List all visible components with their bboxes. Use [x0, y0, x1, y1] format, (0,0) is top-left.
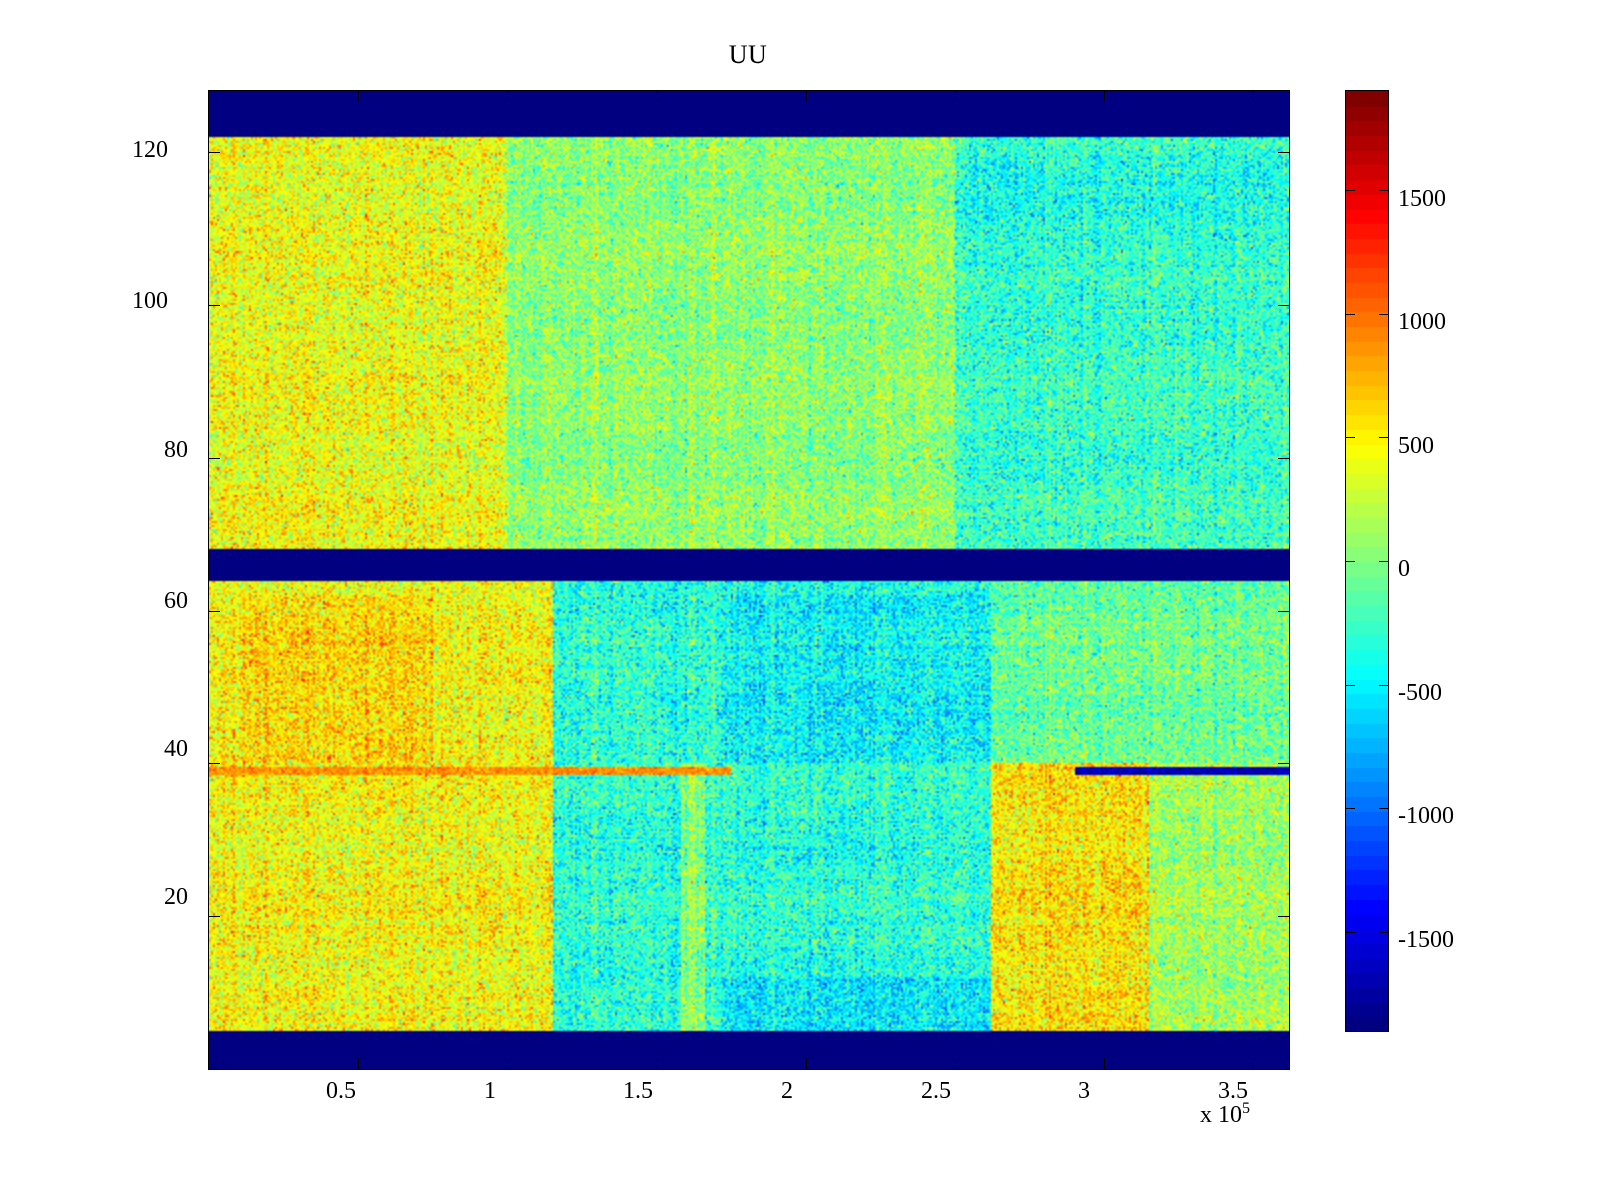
x-tick-100000 — [507, 1058, 508, 1069]
colorbar-tick-right--1000 — [1379, 808, 1388, 809]
colorbar-tick-label-1500: 1500 — [1398, 186, 1446, 212]
colorbar-tick-right-1000 — [1379, 314, 1388, 315]
colorbar-tick-500 — [1346, 437, 1355, 438]
heatmap-axes[interactable] — [208, 90, 1290, 1070]
y-tick-label-120: 120 — [132, 137, 168, 163]
colorbar-tick-right-1500 — [1379, 190, 1388, 191]
y-tick-label-60: 60 — [164, 588, 188, 614]
page-title: UU — [728, 40, 768, 69]
y-tick-label-20: 20 — [164, 884, 188, 910]
x-axis-exponent-power: 5 — [1242, 1100, 1250, 1117]
colorbar-tick-label--500: -500 — [1398, 680, 1442, 706]
x-tick-top-250000 — [955, 91, 956, 102]
colorbar-tick-label-500: 500 — [1398, 433, 1434, 459]
y-tick-right-100 — [1278, 305, 1289, 306]
x-tick-label-0.5: 0.5 — [326, 1078, 356, 1104]
y-tick-right-120 — [1278, 152, 1289, 153]
x-tick-label-3.5: 3.5 — [1218, 1078, 1248, 1104]
colorbar-tick-right--500 — [1379, 685, 1388, 686]
y-tick-100 — [209, 305, 220, 306]
y-tick-label-80: 80 — [164, 437, 188, 463]
x-tick-150000 — [657, 1058, 658, 1069]
heatmap-image — [209, 91, 1289, 1069]
y-tick-80 — [209, 458, 220, 459]
colorbar-tick-0 — [1346, 561, 1355, 562]
x-tick-50000 — [358, 1058, 359, 1069]
y-tick-40 — [209, 763, 220, 764]
colorbar-tick-right-0 — [1379, 561, 1388, 562]
x-tick-top-100000 — [507, 91, 508, 102]
colorbar-tick--1000 — [1346, 808, 1355, 809]
x-tick-label-1: 1 — [484, 1078, 496, 1104]
y-tick-right-60 — [1278, 611, 1289, 612]
y-tick-20 — [209, 916, 220, 917]
y-tick-right-80 — [1278, 458, 1289, 459]
colorbar-tick--500 — [1346, 685, 1355, 686]
y-tick-120 — [209, 152, 220, 153]
colorbar-tick-1500 — [1346, 190, 1355, 191]
x-axis-exponent: x 105 — [1200, 1100, 1250, 1129]
colorbar-tick--1500 — [1346, 932, 1355, 933]
colorbar-tick-label--1000: -1000 — [1398, 803, 1454, 829]
y-tick-60 — [209, 611, 220, 612]
x-tick-label-1.5: 1.5 — [623, 1078, 653, 1104]
colorbar-tick-1000 — [1346, 314, 1355, 315]
x-tick-top-150000 — [657, 91, 658, 102]
y-tick-label-40: 40 — [164, 736, 188, 762]
colorbar-tick-right-500 — [1379, 437, 1388, 438]
x-axis-exponent-base: x 10 — [1200, 1102, 1242, 1128]
x-tick-top-200000 — [806, 91, 807, 102]
x-tick-top-50000 — [358, 91, 359, 102]
y-tick-label-100: 100 — [132, 288, 168, 314]
x-tick-top-300000 — [1104, 91, 1105, 102]
x-tick-label-2.5: 2.5 — [921, 1078, 951, 1104]
y-tick-right-20 — [1278, 916, 1289, 917]
x-tick-350000 — [1253, 1058, 1254, 1069]
x-tick-label-3: 3 — [1078, 1078, 1090, 1104]
x-tick-200000 — [806, 1058, 807, 1069]
colorbar-tick-label-0: 0 — [1398, 556, 1410, 582]
x-tick-250000 — [955, 1058, 956, 1069]
colorbar-tick-label-1000: 1000 — [1398, 309, 1446, 335]
colorbar-tick-right--1500 — [1379, 932, 1388, 933]
x-tick-top-350000 — [1253, 91, 1254, 102]
colorbar-tick-label--1500: -1500 — [1398, 927, 1454, 953]
y-tick-right-40 — [1278, 763, 1289, 764]
x-tick-300000 — [1104, 1058, 1105, 1069]
x-tick-label-2: 2 — [781, 1078, 793, 1104]
colorbar[interactable] — [1345, 90, 1389, 1032]
